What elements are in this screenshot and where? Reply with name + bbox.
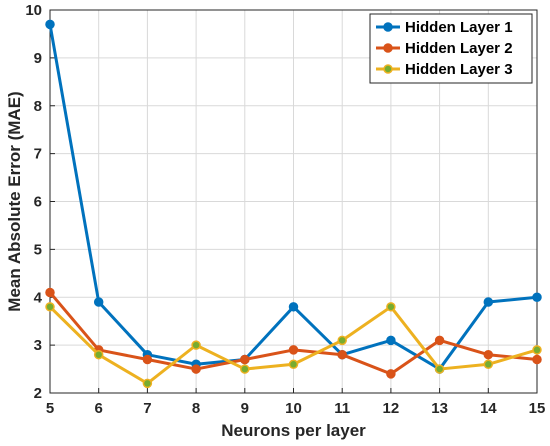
- legend-item: Hidden Layer 3: [376, 61, 513, 78]
- tick-labels: 5 6 7 8 9 10 11 12 13 14 15 2 3 4 5 6 7 8 9 10: [25, 2, 545, 417]
- axes: [49, 9, 538, 394]
- data-point: [483, 359, 494, 370]
- data-point: [288, 345, 299, 355]
- x-tick-label: 11: [334, 400, 350, 417]
- y-tick-label: 10: [25, 2, 42, 19]
- x-tick-label: 13: [431, 400, 448, 417]
- legend-marker: [383, 64, 393, 74]
- data-point: [337, 335, 347, 346]
- data-point: [240, 354, 250, 365]
- legend-marker: [383, 22, 393, 32]
- x-tick-label: 14: [480, 400, 497, 417]
- data-point: [93, 349, 104, 360]
- y-tick-label: 5: [34, 241, 42, 258]
- data-point: [288, 359, 299, 370]
- data-point: [45, 19, 55, 30]
- x-axis-title: Neurons per layer: [221, 421, 366, 440]
- y-tick-label: 9: [34, 50, 42, 67]
- series-group: [45, 19, 542, 389]
- data-point: [483, 297, 494, 307]
- legend-label: Hidden Layer 1: [405, 19, 513, 36]
- data-point: [532, 354, 542, 365]
- data-point: [142, 378, 153, 389]
- data-point: [386, 302, 396, 312]
- data-point: [45, 302, 55, 312]
- data-point: [532, 345, 542, 355]
- x-tick-label: 6: [95, 400, 103, 417]
- x-tick-label: 5: [46, 400, 54, 417]
- y-axis-title: Mean Absolute Error (MAE): [5, 91, 24, 311]
- y-tick-label: 4: [34, 289, 43, 306]
- data-point: [337, 349, 347, 360]
- x-tick-label: 12: [383, 400, 400, 417]
- data-point: [191, 340, 201, 350]
- data-point: [434, 335, 445, 346]
- data-point: [288, 302, 299, 312]
- legend: Hidden Layer 1 Hidden Layer 2 Hidden Layer…: [369, 13, 533, 84]
- legend-label: Hidden Layer 3: [405, 61, 513, 78]
- x-tick-label: 10: [285, 400, 302, 417]
- data-point: [45, 287, 55, 298]
- y-tick-label: 7: [34, 146, 42, 163]
- legend-item: Hidden Layer 2: [376, 40, 513, 57]
- y-tick-label: 8: [34, 98, 42, 115]
- y-tick-label: 6: [34, 194, 42, 211]
- axes-box: [49, 9, 538, 394]
- data-point: [434, 364, 445, 374]
- y-tick-label: 3: [34, 337, 42, 354]
- data-point: [386, 369, 396, 379]
- data-point: [483, 349, 494, 360]
- x-tick-label: 8: [192, 400, 200, 417]
- data-point: [532, 292, 542, 302]
- legend-item: Hidden Layer 1: [376, 19, 513, 36]
- data-point: [386, 335, 396, 346]
- data-point: [93, 297, 104, 307]
- series-3: [45, 302, 542, 389]
- data-point: [240, 364, 250, 374]
- legend-label: Hidden Layer 2: [405, 40, 513, 57]
- y-tick-label: 2: [34, 385, 42, 402]
- x-tick-label: 9: [241, 400, 249, 417]
- data-point: [191, 364, 201, 374]
- x-tick-label: 7: [143, 400, 151, 417]
- legend-marker: [383, 43, 393, 53]
- x-tick-label: 15: [529, 400, 546, 417]
- data-point: [142, 354, 153, 365]
